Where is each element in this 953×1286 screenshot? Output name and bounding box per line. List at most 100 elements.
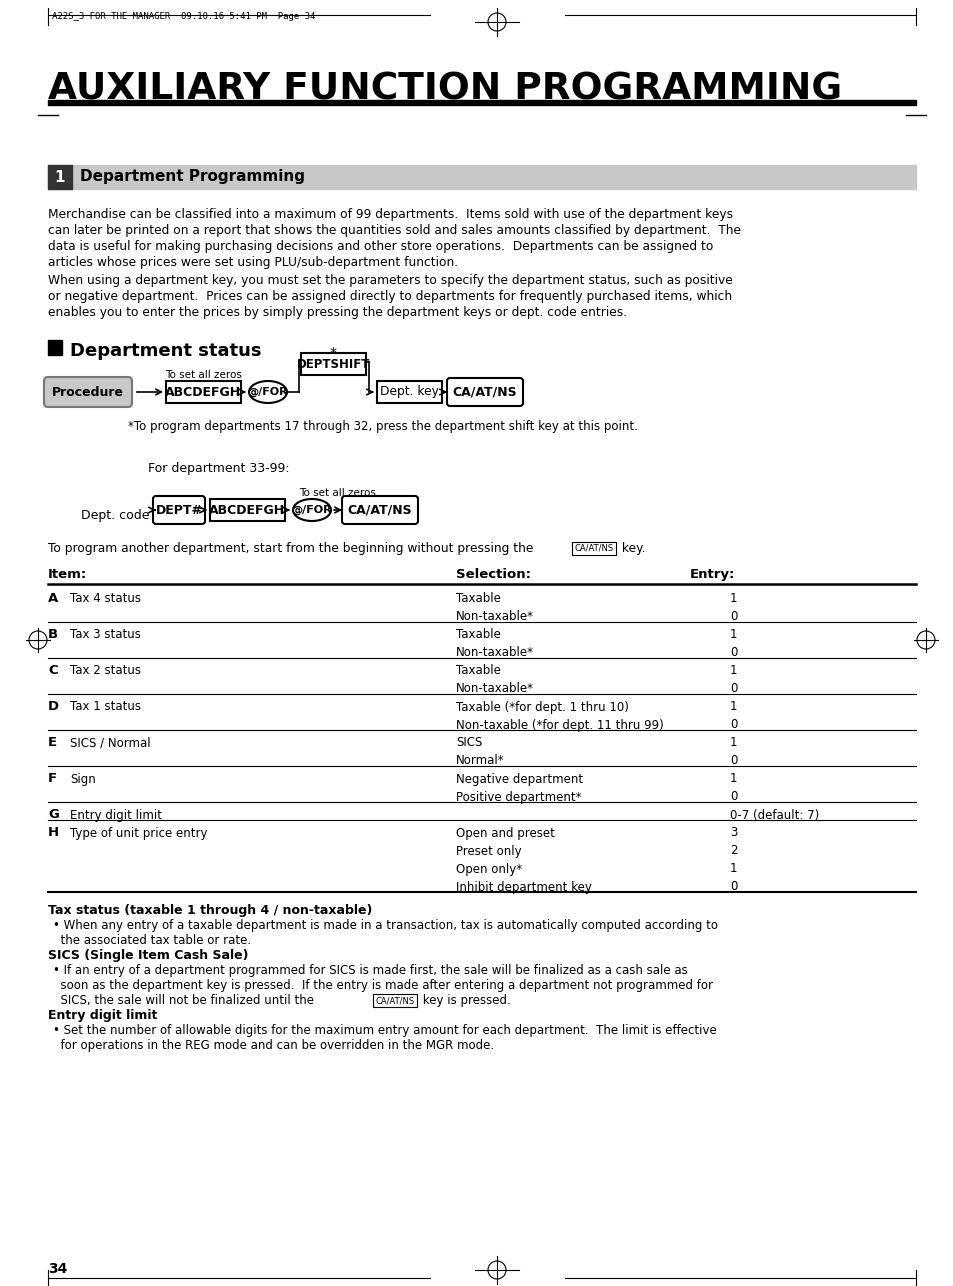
Text: 34: 34 xyxy=(48,1262,68,1276)
Ellipse shape xyxy=(293,499,331,521)
Text: Non-taxable*: Non-taxable* xyxy=(456,683,534,696)
Text: 1: 1 xyxy=(54,170,65,184)
Text: Merchandise can be classified into a maximum of 99 departments.  Items sold with: Merchandise can be classified into a max… xyxy=(48,208,732,221)
Text: Tax 4 status: Tax 4 status xyxy=(70,593,141,606)
Text: Tax 3 status: Tax 3 status xyxy=(70,629,141,642)
Bar xyxy=(166,381,241,403)
Text: Taxable: Taxable xyxy=(456,629,500,642)
Text: • Set the number of allowable digits for the maximum entry amount for each depar: • Set the number of allowable digits for… xyxy=(53,1024,716,1037)
Text: *: * xyxy=(330,346,336,360)
Text: Department status: Department status xyxy=(70,342,261,360)
Bar xyxy=(376,381,441,403)
Text: for operations in the REG mode and can be overridden in the MGR mode.: for operations in the REG mode and can b… xyxy=(53,1039,494,1052)
Text: To set all zeros: To set all zeros xyxy=(165,370,242,379)
Text: Dept. key: Dept. key xyxy=(379,386,438,399)
Bar xyxy=(572,541,616,556)
Bar xyxy=(48,100,915,105)
Text: A22S_3 FOR THE MANAGER  09.10.16 5:41 PM  Page 34: A22S_3 FOR THE MANAGER 09.10.16 5:41 PM … xyxy=(52,12,315,21)
FancyBboxPatch shape xyxy=(447,378,522,406)
Text: B: B xyxy=(48,629,58,642)
Text: 0: 0 xyxy=(729,683,737,696)
Text: When using a department key, you must set the parameters to specify the departme: When using a department key, you must se… xyxy=(48,274,732,287)
Text: 1: 1 xyxy=(729,773,737,786)
Text: AUXILIARY FUNCTION PROGRAMMING: AUXILIARY FUNCTION PROGRAMMING xyxy=(48,72,841,108)
Text: Entry digit limit: Entry digit limit xyxy=(70,809,162,822)
Text: DEPT#: DEPT# xyxy=(155,504,202,517)
Ellipse shape xyxy=(249,381,287,403)
Text: F: F xyxy=(48,773,57,786)
FancyBboxPatch shape xyxy=(152,496,205,523)
Text: Type of unit price entry: Type of unit price entry xyxy=(70,827,208,840)
Text: 2: 2 xyxy=(729,845,737,858)
Text: E: E xyxy=(48,737,57,750)
Bar xyxy=(210,499,285,521)
Bar xyxy=(48,340,62,355)
Text: SICS (Single Item Cash Sale): SICS (Single Item Cash Sale) xyxy=(48,949,248,962)
Text: ABCDEFGH: ABCDEFGH xyxy=(165,386,241,399)
Bar xyxy=(48,165,915,189)
Text: ABCDEFGH: ABCDEFGH xyxy=(210,504,285,517)
Bar xyxy=(48,165,71,189)
Text: Tax 1 status: Tax 1 status xyxy=(70,701,141,714)
Text: CA/AT/NS: CA/AT/NS xyxy=(347,504,412,517)
Text: DEPTSHIFT: DEPTSHIFT xyxy=(296,358,370,370)
Text: Item:: Item: xyxy=(48,568,87,581)
Text: 1: 1 xyxy=(729,863,737,876)
Text: SICS, the sale will not be finalized until the: SICS, the sale will not be finalized unt… xyxy=(53,994,314,1007)
Text: soon as the department key is pressed.  If the entry is made after entering a de: soon as the department key is pressed. I… xyxy=(53,979,712,992)
Text: D: D xyxy=(48,701,59,714)
Text: enables you to enter the prices by simply pressing the department keys or dept. : enables you to enter the prices by simpl… xyxy=(48,306,626,319)
Text: Taxable (*for dept. 1 thru 10): Taxable (*for dept. 1 thru 10) xyxy=(456,701,628,714)
Text: *To program departments 17 through 32, press the department shift key at this po: *To program departments 17 through 32, p… xyxy=(128,421,638,433)
Text: 1: 1 xyxy=(729,737,737,750)
Text: 1: 1 xyxy=(729,701,737,714)
Text: SICS / Normal: SICS / Normal xyxy=(70,737,151,750)
Text: • When any entry of a taxable department is made in a transaction, tax is automa: • When any entry of a taxable department… xyxy=(53,919,718,932)
Text: To set all zeros: To set all zeros xyxy=(299,487,376,498)
Text: • If an entry of a department programmed for SICS is made first, the sale will b: • If an entry of a department programmed… xyxy=(53,964,687,977)
Text: Dept. code: Dept. code xyxy=(81,508,150,522)
Text: Non-taxable*: Non-taxable* xyxy=(456,647,534,660)
Text: CA/AT/NS: CA/AT/NS xyxy=(453,386,517,399)
Text: Tax 2 status: Tax 2 status xyxy=(70,665,141,678)
Text: 0: 0 xyxy=(729,647,737,660)
Text: the associated tax table or rate.: the associated tax table or rate. xyxy=(53,934,251,946)
Text: 0: 0 xyxy=(729,611,737,624)
Bar xyxy=(301,352,366,376)
Text: Entry digit limit: Entry digit limit xyxy=(48,1010,157,1022)
Text: CA/AT/NS: CA/AT/NS xyxy=(574,544,613,553)
Text: or negative department.  Prices can be assigned directly to departments for freq: or negative department. Prices can be as… xyxy=(48,291,731,303)
Text: Department Programming: Department Programming xyxy=(80,170,305,184)
Text: key is pressed.: key is pressed. xyxy=(418,994,510,1007)
FancyBboxPatch shape xyxy=(341,496,417,523)
Text: 0: 0 xyxy=(729,719,737,732)
Text: 1: 1 xyxy=(729,665,737,678)
Text: key.: key. xyxy=(618,541,645,556)
Text: Non-taxable (*for dept. 11 thru 99): Non-taxable (*for dept. 11 thru 99) xyxy=(456,719,663,732)
Text: Taxable: Taxable xyxy=(456,593,500,606)
Text: Taxable: Taxable xyxy=(456,665,500,678)
Text: 1: 1 xyxy=(729,593,737,606)
Text: H: H xyxy=(48,827,59,840)
Text: 0: 0 xyxy=(729,755,737,768)
Text: For department 33-99:: For department 33-99: xyxy=(148,462,290,475)
Text: Inhibit department key: Inhibit department key xyxy=(456,881,591,894)
Text: 3: 3 xyxy=(729,827,737,840)
Text: Open only*: Open only* xyxy=(456,863,521,876)
Text: SICS: SICS xyxy=(456,737,482,750)
Text: Procedure: Procedure xyxy=(52,386,124,399)
Text: Entry:: Entry: xyxy=(689,568,735,581)
Text: 0: 0 xyxy=(729,791,737,804)
Bar xyxy=(373,994,416,1007)
Text: Sign: Sign xyxy=(70,773,95,786)
Text: Preset only: Preset only xyxy=(456,845,521,858)
Text: articles whose prices were set using PLU/sub-department function.: articles whose prices were set using PLU… xyxy=(48,256,457,269)
Text: can later be printed on a report that shows the quantities sold and sales amount: can later be printed on a report that sh… xyxy=(48,224,740,237)
Text: Positive department*: Positive department* xyxy=(456,791,581,804)
Text: Normal*: Normal* xyxy=(456,755,504,768)
Text: 0: 0 xyxy=(729,881,737,894)
Text: Selection:: Selection: xyxy=(456,568,531,581)
Text: A: A xyxy=(48,593,58,606)
Text: @/FOR: @/FOR xyxy=(248,387,288,397)
Text: Negative department: Negative department xyxy=(456,773,582,786)
